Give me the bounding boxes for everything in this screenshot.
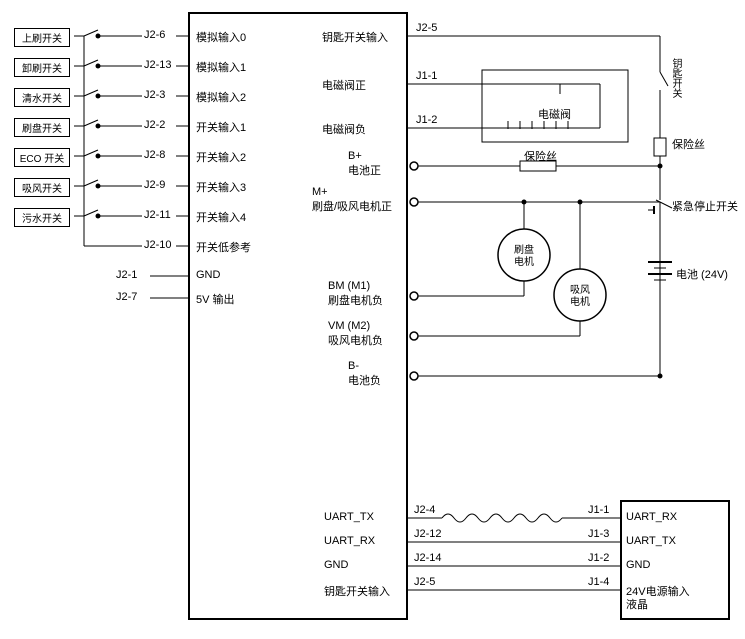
pin-label: J2-5 — [416, 22, 437, 34]
switch-name: 吸风开关 — [14, 178, 70, 197]
port-label: GND — [324, 559, 348, 571]
solenoid-label: 电磁阀 — [538, 106, 571, 122]
switch-name: 污水开关 — [14, 208, 70, 227]
pin-label: J2-13 — [144, 59, 172, 71]
port-label: BM (M1) — [328, 280, 370, 292]
pin-label: J2-11 — [144, 209, 171, 221]
pin-label: J2-14 — [414, 552, 442, 564]
port-label: 开关输入2 — [196, 149, 246, 165]
port-label: GND — [626, 559, 650, 571]
pin-label: J2-4 — [414, 504, 435, 516]
port-label: UART_TX — [324, 511, 374, 523]
port-label: 电池正 — [348, 162, 381, 178]
port-label: B+ — [348, 150, 362, 162]
pin-label: J2-8 — [144, 149, 165, 161]
pin-label: J1-3 — [588, 528, 609, 540]
switch-name: 清水开关 — [14, 88, 70, 107]
switch-name: 卸刷开关 — [14, 58, 70, 77]
estop-label: 紧急停止开关 — [672, 198, 738, 214]
port-label: 开关输入1 — [196, 119, 246, 135]
key-switch-label: 钥匙开关 — [668, 58, 683, 98]
port-label: 钥匙开关输入 — [324, 583, 390, 599]
pin-label: J1-4 — [588, 576, 609, 588]
port-label: 5V 输出 — [196, 291, 235, 307]
pin-label: J2-10 — [144, 239, 172, 251]
port-label: 吸风电机负 — [328, 332, 383, 348]
port-label: UART_RX — [324, 535, 375, 547]
pin-label: J2-12 — [414, 528, 442, 540]
switch-name: 上刷开关 — [14, 28, 70, 47]
fuse-label: 保险丝 — [524, 148, 557, 164]
pin-label: J1-1 — [416, 70, 437, 82]
port-label: 刷盘/吸风电机正 — [312, 198, 392, 214]
fuse-label: 保险丝 — [672, 136, 705, 152]
port-label: B- — [348, 360, 359, 372]
port-label: 模拟输入0 — [196, 29, 246, 45]
lcd-label: 液晶 — [626, 596, 648, 612]
pin-label: J1-2 — [588, 552, 609, 564]
pin-label: J2-7 — [116, 291, 137, 303]
pin-label: J2-5 — [414, 576, 435, 588]
pin-label: J2-3 — [144, 89, 165, 101]
port-label: UART_TX — [626, 535, 676, 547]
port-label: GND — [196, 269, 220, 281]
port-label: M+ — [312, 186, 328, 198]
battery-label: 电池 (24V) — [676, 266, 728, 282]
port-label: 开关输入3 — [196, 179, 246, 195]
port-label: 开关低参考 — [196, 239, 251, 255]
port-label: 电磁阀正 — [322, 77, 366, 93]
pin-label: J1-1 — [588, 504, 609, 516]
switch-name: ECO 开关 — [14, 148, 70, 167]
port-label: 开关输入4 — [196, 209, 246, 225]
pin-label: J1-2 — [416, 114, 437, 126]
port-label: 刷盘电机负 — [328, 292, 383, 308]
port-label: 模拟输入2 — [196, 89, 246, 105]
port-label: VM (M2) — [328, 320, 370, 332]
port-label: 电池负 — [348, 372, 381, 388]
port-label: 模拟输入1 — [196, 59, 246, 75]
port-label: UART_RX — [626, 511, 677, 523]
pin-label: J2-6 — [144, 29, 165, 41]
switch-name: 刷盘开关 — [14, 118, 70, 137]
svg-text:刷盘电机: 刷盘电机 — [514, 243, 534, 268]
pin-label: J2-9 — [144, 179, 165, 191]
pin-label: J2-2 — [144, 119, 165, 131]
port-label: 钥匙开关输入 — [322, 29, 388, 45]
pin-label: J2-1 — [116, 269, 137, 281]
port-label: 电磁阀负 — [322, 121, 366, 137]
